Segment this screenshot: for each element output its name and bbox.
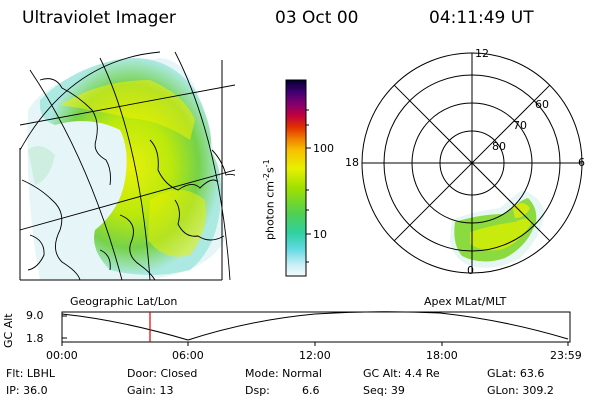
polar-lat-80: 80 <box>492 140 506 153</box>
info-gc-alt: GC Alt: 4.4 Re <box>363 367 440 380</box>
observation-date: 03 Oct 00 <box>275 8 359 28</box>
geographic-map-label: Geographic Lat/Lon <box>70 295 178 308</box>
polar-mlt-18: 18 <box>345 156 359 169</box>
info-door: Door: Closed <box>127 367 198 380</box>
colorbar-unit: photon cm-2s-1 <box>262 159 277 240</box>
info-mode: Mode: Normal <box>245 367 322 380</box>
geographic-map <box>20 51 235 280</box>
timeline-ytick-bottom: 1.8 <box>26 332 44 345</box>
info-dsp-value: 6.6 <box>302 384 320 397</box>
timeline-xtick-4: 23:59 <box>550 349 582 362</box>
info-glon: GLon: 309.2 <box>487 384 554 397</box>
info-ip: IP: 36.0 <box>6 384 48 397</box>
timeline-ylabel: GC Alt <box>2 313 15 348</box>
timeline-xtick-3: 18:00 <box>426 349 458 362</box>
geographic-grid <box>20 51 235 280</box>
polar-mlt-0: 0 <box>467 264 474 277</box>
polar-mlt-6: 6 <box>578 156 585 169</box>
timeline-xtick-2: 12:00 <box>299 349 331 362</box>
instrument-title: Ultraviolet Imager <box>22 8 176 28</box>
info-filter: Flt: LBHL <box>6 367 55 380</box>
polar-plot <box>361 52 583 274</box>
colorbar-tick-10: 10 <box>313 228 327 241</box>
timeline-xtick-1: 06:00 <box>172 349 204 362</box>
info-dsp-label: Dsp: <box>245 384 270 397</box>
coastlines <box>21 78 235 280</box>
altitude-curve <box>61 311 569 341</box>
colorbar-tick-100: 100 <box>313 142 334 155</box>
info-glat: GLat: 63.6 <box>487 367 545 380</box>
info-gain: Gain: 13 <box>127 384 174 397</box>
polar-lat-60: 60 <box>535 98 549 111</box>
info-seq: Seq: 39 <box>363 384 405 397</box>
polar-lat-70: 70 <box>513 119 527 132</box>
timeline-ytick-top: 9.0 <box>26 309 44 322</box>
altitude-timeline <box>61 311 571 346</box>
timeline-xtick-0: 00:00 <box>46 349 78 362</box>
observation-time: 04:11:49 UT <box>429 8 534 28</box>
colorbar <box>285 79 311 277</box>
polar-plot-label: Apex MLat/MLT <box>424 295 507 308</box>
polar-mlt-12: 12 <box>475 47 489 60</box>
